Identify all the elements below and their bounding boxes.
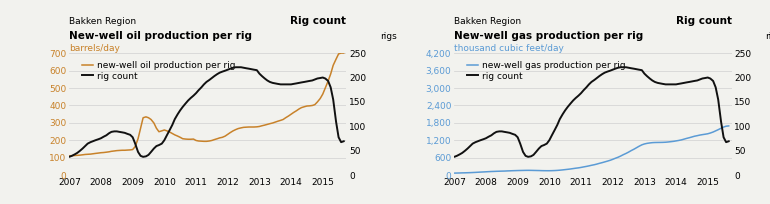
- Text: Rig count: Rig count: [675, 16, 731, 26]
- Text: New-well gas production per rig: New-well gas production per rig: [454, 31, 644, 41]
- Legend: new-well oil production per rig, rig count: new-well oil production per rig, rig cou…: [82, 61, 235, 81]
- Text: rigs: rigs: [765, 32, 770, 41]
- Text: Bakken Region: Bakken Region: [454, 17, 521, 26]
- Text: thousand cubic feet/day: thousand cubic feet/day: [454, 44, 564, 53]
- Text: barrels/day: barrels/day: [69, 44, 120, 53]
- Text: New-well oil production per rig: New-well oil production per rig: [69, 31, 253, 41]
- Text: Bakken Region: Bakken Region: [69, 17, 136, 26]
- Text: rigs: rigs: [380, 32, 397, 41]
- Legend: new-well gas production per rig, rig count: new-well gas production per rig, rig cou…: [467, 61, 625, 81]
- Text: Rig count: Rig count: [290, 16, 346, 26]
